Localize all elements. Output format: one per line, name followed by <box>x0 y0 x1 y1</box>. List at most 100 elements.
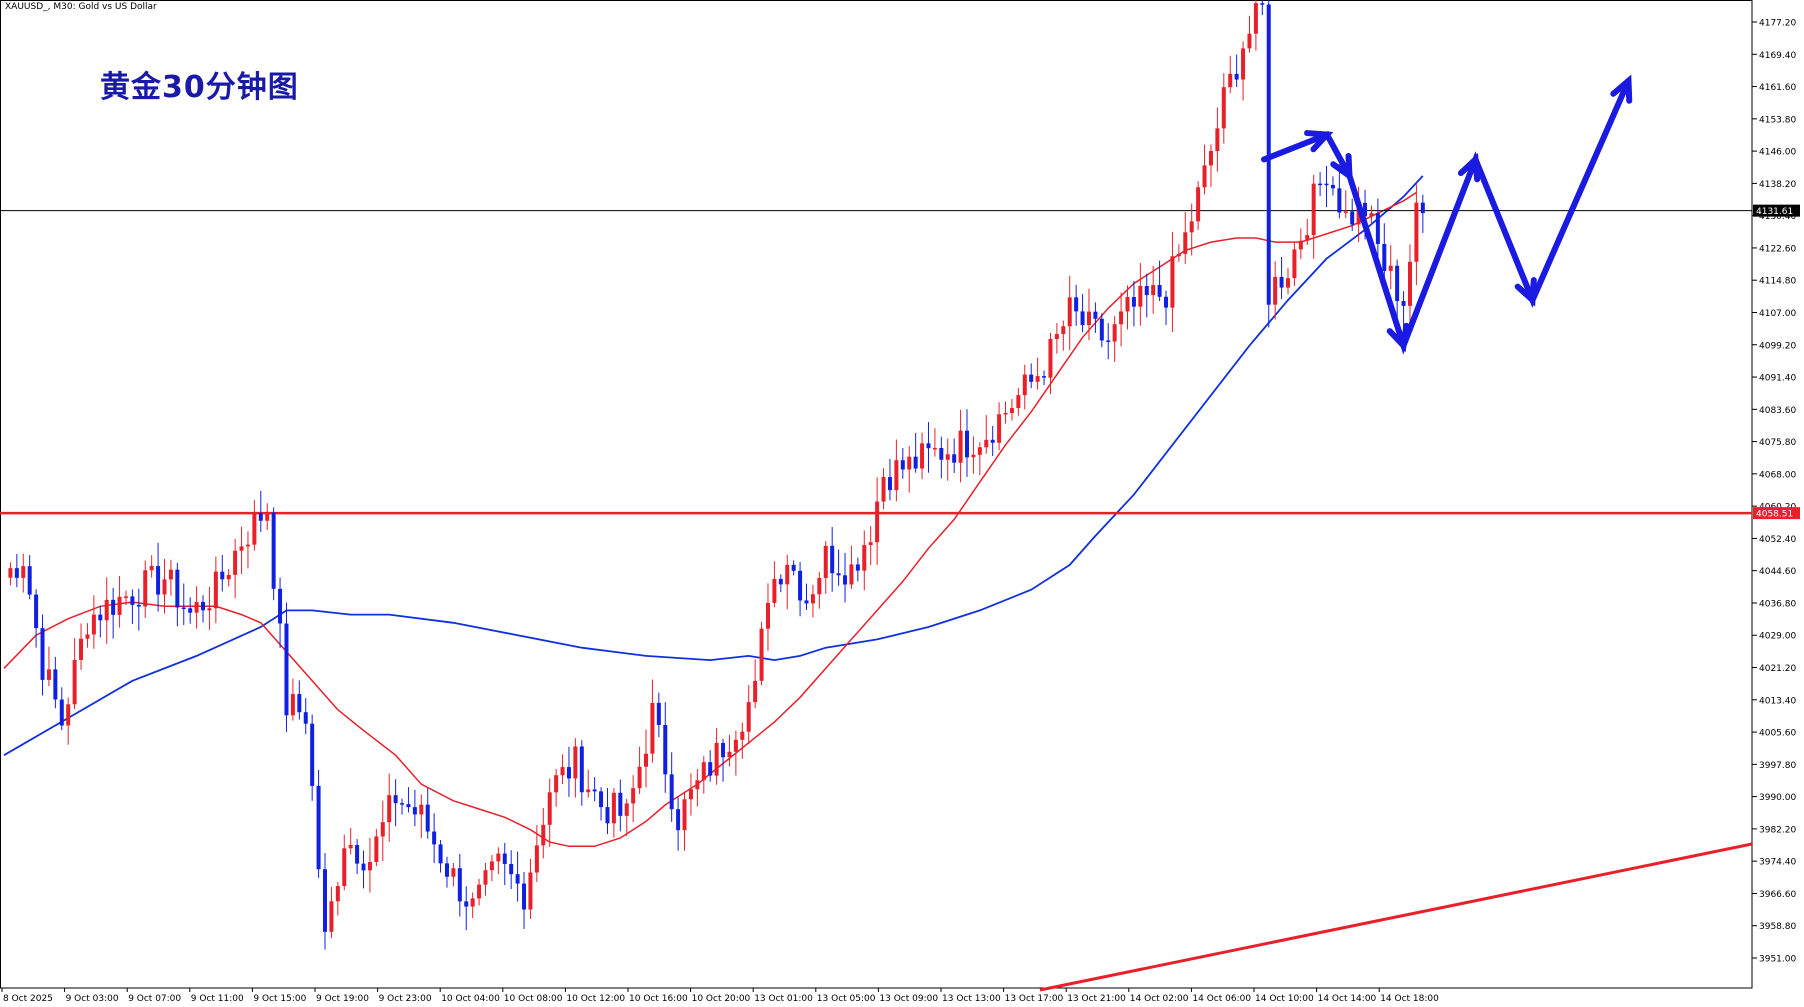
candle-body <box>27 566 32 595</box>
candle-body <box>367 861 372 871</box>
projection-arrowhead <box>1330 152 1353 182</box>
candle-body <box>412 807 417 815</box>
candle-body <box>1157 285 1162 297</box>
time-tick-label: 14 Oct 06:00 <box>1192 994 1251 1004</box>
candle-body <box>1292 249 1297 279</box>
price-tick-label: 4107.00 <box>1759 309 1796 319</box>
time-tick-label: 9 Oct 19:00 <box>316 994 369 1004</box>
candle-body <box>887 477 892 491</box>
fast-moving-average <box>3 191 1417 848</box>
candle-body <box>515 874 520 884</box>
candle-body <box>233 550 238 575</box>
candle-body <box>534 845 539 873</box>
candle-body <box>220 571 225 580</box>
candle-body <box>1016 395 1021 409</box>
candle-body <box>239 546 244 551</box>
time-axis: 8 Oct 2025 9 Oct 03:00 9 Oct 07:00 9 Oct 11… <box>1 988 1439 1004</box>
candle-body <box>419 804 424 815</box>
candle-body <box>1035 376 1040 382</box>
candle-body <box>765 602 770 629</box>
candle-body <box>207 608 212 611</box>
candle-body <box>1234 73 1239 80</box>
projection-arrowhead <box>1514 277 1537 307</box>
candle-body <box>1311 183 1316 236</box>
price-tick-label: 4146.00 <box>1759 148 1796 158</box>
candle-body <box>1414 202 1419 262</box>
price-tick-label: 4177.20 <box>1759 19 1796 29</box>
candle-body <box>855 564 860 571</box>
candle-body <box>1003 413 1008 415</box>
candle-body <box>528 872 533 910</box>
candle-body <box>168 569 173 580</box>
candle-body <box>509 863 514 875</box>
candle-body <box>104 599 109 621</box>
price-tick-label: 4036.80 <box>1759 599 1796 609</box>
candle-body <box>1042 376 1047 378</box>
price-tick-label: 4161.60 <box>1759 83 1796 93</box>
candle-body <box>477 884 482 899</box>
candle-body <box>772 578 777 603</box>
candle-body <box>1420 202 1425 214</box>
candle-body <box>586 789 591 793</box>
candle-body <box>342 848 347 887</box>
candle-body <box>406 804 411 808</box>
projection-arrowhead <box>1610 74 1633 104</box>
candle-body <box>21 566 26 578</box>
candle-body <box>624 803 629 816</box>
candle-body <box>971 454 976 458</box>
candle-body <box>881 477 886 502</box>
candle-body <box>823 545 828 579</box>
candle-body <box>1022 374 1027 396</box>
time-tick-label: 9 Oct 11:00 <box>191 994 244 1004</box>
candle-body <box>496 853 501 862</box>
candle-body <box>746 702 751 732</box>
candle-body <box>59 699 64 726</box>
time-tick-label: 10 Oct 20:00 <box>692 994 751 1004</box>
candle-body <box>1388 265 1393 271</box>
candle-body <box>701 762 706 781</box>
price-tick-label: 4021.20 <box>1759 664 1796 674</box>
candle-body <box>753 680 758 703</box>
horizontal-lines <box>0 210 1752 515</box>
candle-body <box>791 564 796 571</box>
candle-body <box>284 623 289 716</box>
candle-body <box>1363 202 1368 217</box>
candle-body <box>1247 33 1252 49</box>
candle-body <box>579 746 584 793</box>
time-tick-label: 14 Oct 14:00 <box>1318 994 1377 1004</box>
candle-body <box>573 746 578 779</box>
candle-body <box>432 831 437 845</box>
time-tick-label: 9 Oct 07:00 <box>128 994 181 1004</box>
candle-body <box>733 739 738 752</box>
candle-body <box>862 545 867 571</box>
candle-body <box>778 578 783 585</box>
chart-title: 黄金30分钟图 <box>100 70 299 105</box>
candle-body <box>708 762 713 776</box>
candle-body <box>111 599 116 615</box>
candle-body <box>483 870 488 885</box>
candle-body <box>181 607 186 610</box>
plot-border <box>0 0 1753 989</box>
candle-body <box>297 694 302 713</box>
candle-body <box>631 788 636 804</box>
price-tick-label: 3974.40 <box>1759 858 1796 868</box>
candle-body <box>91 614 96 635</box>
price-axis: 4177.20 4169.40 4161.60 4153.80 4146.00 4138.… <box>1752 19 1800 965</box>
candle-body <box>271 512 276 589</box>
candle-body <box>592 789 597 792</box>
candle-body <box>1086 311 1091 326</box>
price-tick-label: 4005.60 <box>1759 729 1796 739</box>
candle-body <box>932 447 937 450</box>
candle-body <box>688 789 693 800</box>
candle-body <box>1170 256 1175 308</box>
projection-path <box>1261 77 1632 355</box>
candle-body <box>1369 213 1374 217</box>
candle-body <box>1208 151 1213 166</box>
candle-body <box>1048 339 1053 378</box>
candle-body <box>1009 408 1014 414</box>
candle-body <box>226 574 231 580</box>
candle-body <box>40 628 45 680</box>
candle-body <box>875 501 880 543</box>
plot-frame <box>0 0 1753 989</box>
